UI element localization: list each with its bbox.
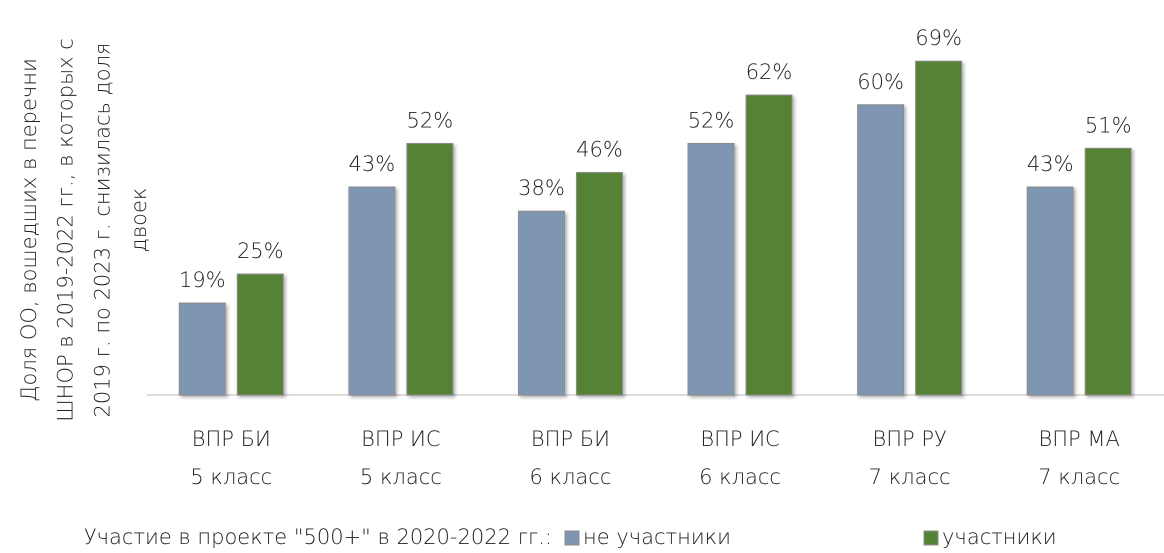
- data-label: 19%: [179, 268, 226, 292]
- legend-title: Участие в проекте "500+" в 2020-2022 гг.…: [84, 525, 552, 549]
- data-label: 43%: [349, 152, 396, 176]
- data-label: 52%: [407, 108, 454, 132]
- data-label: 51%: [1085, 113, 1132, 137]
- x-tick-label: ВПР РУ: [872, 427, 946, 451]
- bar: [857, 104, 905, 396]
- data-label: 60%: [857, 70, 904, 94]
- y-axis-label: двоек: [127, 188, 151, 253]
- legend-label: участники: [942, 525, 1057, 549]
- bar: [575, 171, 623, 396]
- bar: [915, 60, 963, 396]
- bar: [178, 302, 226, 396]
- x-tick-label: ВПР ИС: [361, 427, 440, 451]
- bar: [1084, 147, 1132, 396]
- x-tick-label: 5 класс: [190, 465, 272, 489]
- bar: [406, 142, 454, 396]
- x-tick-label: 7 класс: [1038, 465, 1120, 489]
- x-tick-label: ВПР МА: [1039, 427, 1120, 451]
- x-tick-label: ВПР БИ: [192, 427, 271, 451]
- data-label: 38%: [518, 176, 565, 200]
- bar: [1026, 186, 1074, 396]
- legend-label: не участники: [583, 525, 731, 549]
- bar: [236, 273, 284, 396]
- data-label: 46%: [576, 137, 623, 161]
- x-tick-label: 7 класс: [869, 465, 951, 489]
- bar: [745, 94, 793, 396]
- data-label: 62%: [746, 60, 793, 84]
- data-label: 52%: [688, 108, 735, 132]
- data-label: 25%: [237, 239, 284, 263]
- x-tick-label: 5 класс: [360, 465, 442, 489]
- bar: [348, 186, 396, 396]
- x-tick-label: 6 класс: [699, 465, 781, 489]
- bar: [517, 210, 565, 396]
- legend-swatch: [923, 530, 939, 546]
- y-axis-label: ШНОР в 2019-2022 гг., в которых с: [54, 38, 78, 422]
- bar: [687, 142, 735, 396]
- x-tick-label: ВПР БИ: [531, 427, 610, 451]
- legend-swatch: [564, 530, 580, 546]
- y-axis-label: 2019 г. по 2023 г. снизилась доля: [90, 43, 114, 418]
- x-tick-label: ВПР ИС: [700, 427, 779, 451]
- y-axis-label: Доля ОО, вошедших в перечни: [17, 58, 41, 402]
- data-label: 69%: [915, 26, 962, 50]
- data-label: 43%: [1027, 152, 1074, 176]
- x-tick-label: 6 класс: [530, 465, 612, 489]
